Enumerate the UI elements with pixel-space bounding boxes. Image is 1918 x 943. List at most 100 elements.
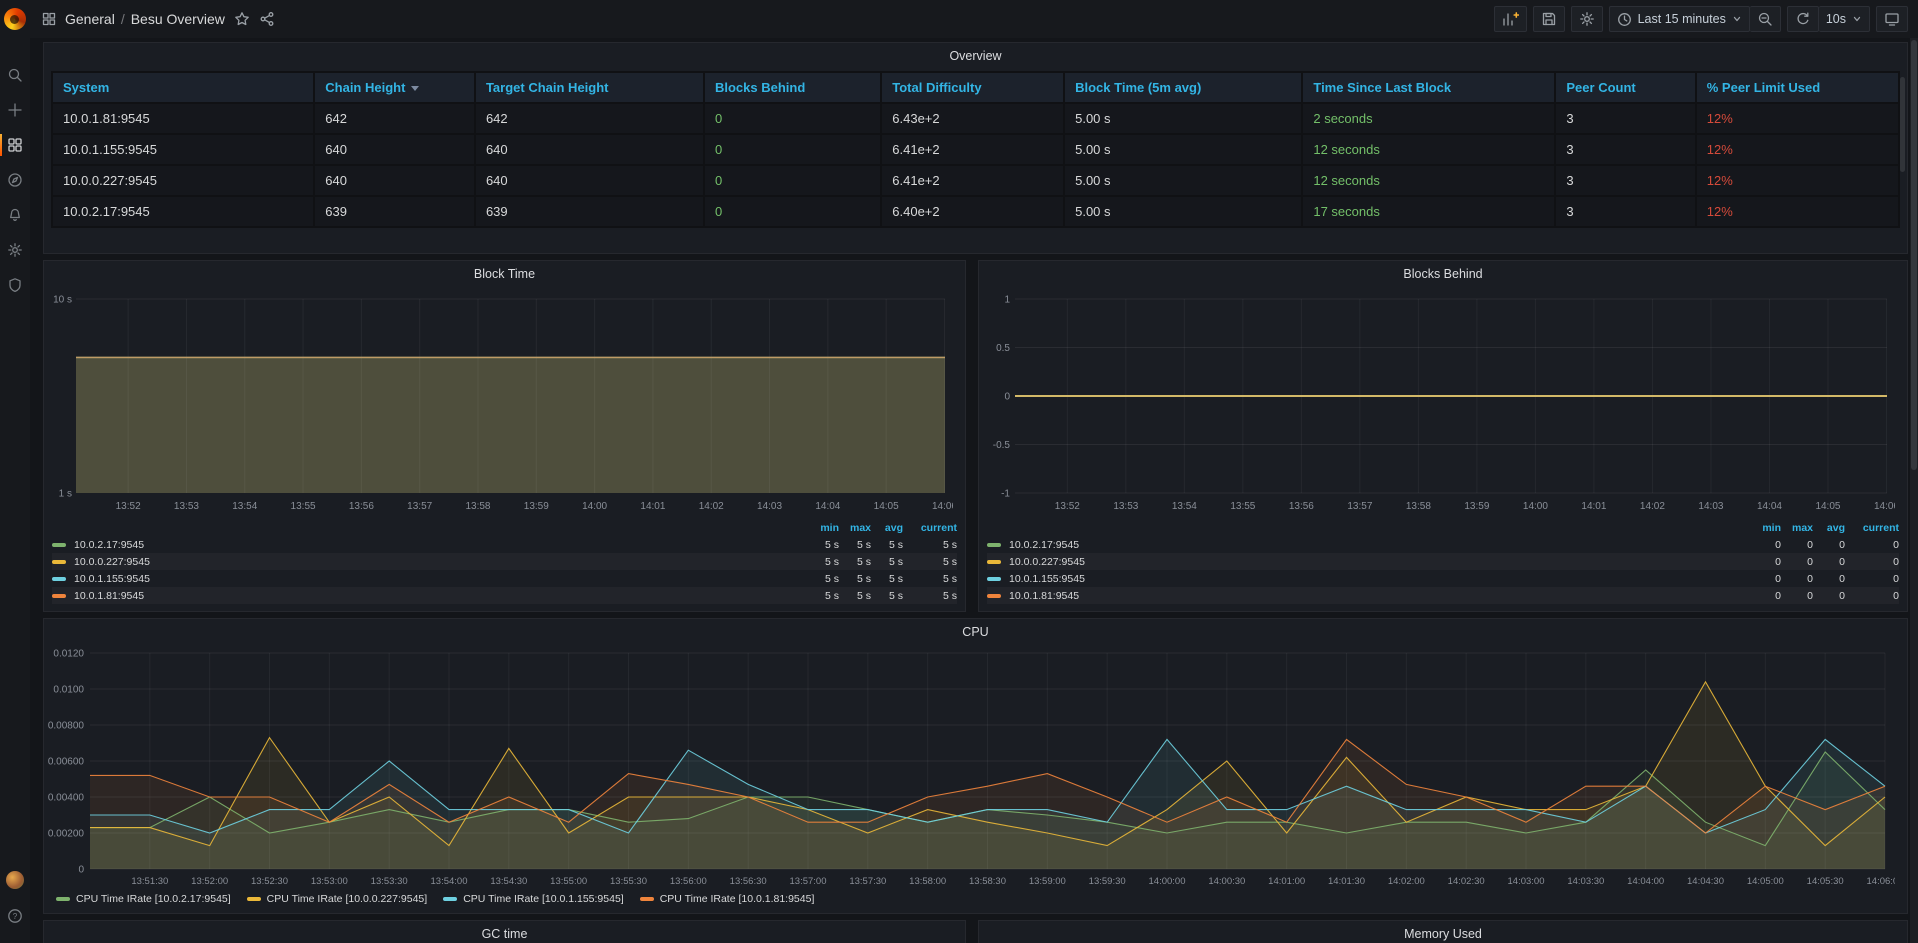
series-name[interactable]: 10.0.1.155:9545 (74, 572, 150, 585)
cpu-legend-item[interactable]: CPU Time IRate [10.0.2.17:9545] (56, 893, 231, 905)
legend-stat-value: 0 (1775, 589, 1781, 602)
svg-text:0: 0 (78, 865, 84, 876)
sidebar-item-alerting[interactable] (0, 202, 30, 228)
cpu-legend-item[interactable]: CPU Time IRate [10.0.1.81:9545] (639, 893, 814, 905)
share-icon[interactable] (259, 11, 275, 27)
series-name[interactable]: 10.0.1.81:9545 (1009, 589, 1080, 602)
dashboard-settings-button[interactable] (1570, 6, 1603, 32)
series-color-swatch-icon[interactable] (987, 559, 1001, 564)
column-header[interactable]: Chain Height (313, 71, 476, 104)
panel-title-blocks-behind[interactable]: Blocks Behind (1403, 267, 1483, 281)
legend-stat-header[interactable]: current (1862, 521, 1899, 534)
star-icon[interactable] (234, 11, 250, 27)
series-name[interactable]: 10.0.2.17:9545 (74, 538, 145, 551)
column-header[interactable]: Total Difficulty (880, 71, 1066, 104)
refresh-button[interactable] (1786, 6, 1819, 32)
legend-stat-value: 0 (1839, 555, 1845, 568)
series-color-swatch-icon (443, 897, 458, 901)
sidebar-item-help[interactable]: ? (0, 903, 30, 929)
page-scrollbar[interactable] (1910, 38, 1918, 943)
grafana-logo[interactable] (0, 0, 30, 38)
panel-title-memory-used[interactable]: Memory Used (1404, 927, 1482, 941)
user-avatar[interactable] (6, 871, 24, 889)
sidebar-item-explore[interactable] (0, 167, 30, 193)
column-header[interactable]: % Peer Limit Used (1694, 71, 1901, 104)
sidebar-item-create[interactable] (0, 97, 30, 123)
breadcrumb-dashboard-title[interactable]: Besu Overview (130, 11, 225, 27)
time-range-picker[interactable]: Last 15 minutes (1608, 6, 1750, 32)
series-color-swatch-icon[interactable] (52, 576, 66, 581)
save-dashboard-button[interactable] (1532, 6, 1565, 32)
svg-text:14:00:00: 14:00:00 (1149, 876, 1186, 887)
sidebar-item-configuration[interactable] (0, 237, 30, 263)
table-cell: 642 (473, 102, 705, 135)
legend-stat-header[interactable]: min (820, 521, 839, 534)
column-header[interactable]: System (50, 71, 316, 104)
table-row: 10.0.2.17:9545 639 639 0 6.40e+2 5.00 s 17 sec… (50, 195, 1901, 228)
legend-stat-header[interactable]: max (849, 521, 871, 534)
series-color-swatch-icon[interactable] (52, 593, 66, 598)
panel-title-cpu[interactable]: CPU (962, 625, 989, 639)
block-time-chart[interactable]: 13:52 13:53 13:54 13:55 13:56 13:57 13:58 13:59… (44, 287, 953, 517)
svg-text:14:01: 14:01 (640, 501, 665, 512)
save-icon (1542, 12, 1555, 26)
table-cell: 10.0.2.17:9545 (50, 195, 316, 228)
table-cell: 3 (1554, 102, 1697, 135)
zoom-out-time-button[interactable] (1749, 6, 1781, 32)
svg-text:14:06:00: 14:06:00 (1867, 876, 1895, 887)
table-row: 10.0.1.155:9545 640 640 0 6.41e+2 5.00 s 12 se… (50, 133, 1901, 166)
legend-stat-header[interactable]: max (1791, 521, 1813, 534)
series-name[interactable]: 10.0.1.155:9545 (1009, 572, 1085, 585)
table-cell: 3 (1554, 195, 1697, 228)
column-header[interactable]: Time Since Last Block (1301, 71, 1557, 104)
series-color-swatch-icon[interactable] (52, 542, 66, 547)
series-name[interactable]: 10.0.2.17:9545 (1009, 538, 1080, 551)
tv-mode-button[interactable] (1876, 6, 1908, 32)
sidebar-item-server-admin[interactable] (0, 272, 30, 298)
series-color-swatch-icon[interactable] (52, 559, 66, 564)
legend-row: 10.0.2.17:9545 0 0 0 0 (987, 536, 1899, 553)
blocks-behind-chart[interactable]: 1 0.5 0 -0.5 -1 13:52 13:53 13:54 13:55 13:56 13:5… (979, 287, 1895, 517)
legend-stat-header[interactable]: avg (1826, 521, 1845, 534)
svg-text:14:04: 14:04 (815, 501, 840, 512)
legend-stat-value: 5 s (824, 589, 839, 602)
legend-stat-value: 5 s (942, 538, 957, 551)
column-header[interactable]: Target Chain Height (473, 71, 705, 104)
gear-icon (1579, 12, 1594, 26)
legend-stat-header[interactable]: current (920, 521, 957, 534)
cpu-chart[interactable]: 0.0120 0.0100 0.00800 0.00600 0.00400 0.00200… (44, 645, 1895, 891)
refresh-interval-picker[interactable]: 10s (1818, 6, 1870, 32)
series-color-swatch-icon[interactable] (987, 576, 1001, 581)
table-cell: 3 (1554, 133, 1697, 166)
series-color-swatch-icon[interactable] (987, 593, 1001, 598)
bell-icon (10, 208, 20, 222)
legend-stat-value: 0 (1893, 555, 1899, 568)
cpu-legend-item[interactable]: CPU Time IRate [10.0.1.155:9545] (443, 893, 624, 905)
column-header[interactable]: Blocks Behind (702, 71, 883, 104)
legend-stat-header[interactable]: avg (884, 521, 903, 534)
table-scrollbar[interactable] (1900, 77, 1905, 172)
column-header[interactable]: Peer Count (1554, 71, 1697, 104)
panel-title-block-time[interactable]: Block Time (473, 267, 536, 281)
sidebar-item-dashboards[interactable] (0, 132, 30, 158)
sidebar-item-search[interactable] (0, 62, 30, 88)
svg-text:13:57:00: 13:57:00 (790, 876, 827, 887)
series-name[interactable]: 10.0.0.227:9545 (1009, 555, 1085, 568)
series-name[interactable]: 10.0.0.227:9545 (74, 555, 150, 568)
table-cell: 10.0.0.227:9545 (50, 164, 316, 197)
table-cell: 0 (702, 102, 883, 135)
breadcrumb-folder[interactable]: General (65, 11, 115, 27)
svg-text:13:59: 13:59 (524, 501, 549, 512)
legend-stat-header[interactable]: min (1762, 521, 1781, 534)
series-name[interactable]: 10.0.1.81:9545 (74, 589, 145, 602)
cpu-legend-item[interactable]: CPU Time IRate [10.0.0.227:9545] (246, 893, 427, 905)
panel-title-overview[interactable]: Overview (949, 49, 1002, 63)
svg-text:14:01: 14:01 (1581, 501, 1606, 512)
time-range-label: Last 15 minutes (1637, 12, 1726, 26)
panel-title-gc-time[interactable]: GC time (481, 927, 528, 941)
page-scrollbar-thumb[interactable] (1911, 40, 1917, 470)
legend-stat-value: 5 s (942, 555, 957, 568)
series-color-swatch-icon[interactable] (987, 542, 1001, 547)
add-panel-button[interactable] (1493, 6, 1527, 32)
column-header[interactable]: Block Time (5m avg) (1063, 71, 1304, 104)
